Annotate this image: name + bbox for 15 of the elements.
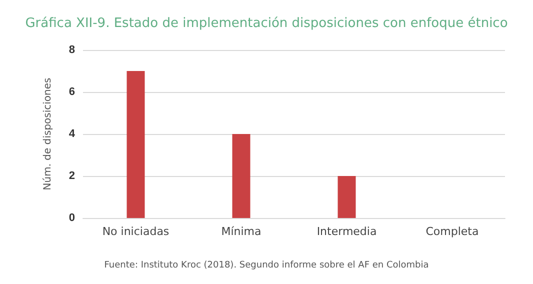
source-note: Fuente: Instituto Kroc (2018). Segundo informe sobre el AF en Colombia — [104, 260, 429, 270]
y-tick-label: 4 — [68, 128, 76, 140]
y-tick-label: 8 — [68, 44, 75, 56]
y-tick-label: 6 — [68, 86, 75, 98]
bar — [232, 134, 250, 218]
bar — [338, 176, 356, 218]
y-axis-title: Núm. de disposiciones — [42, 78, 54, 190]
chart-title: Gráfica XII-9. Estado de implementación disposiciones con enfoque étnico — [25, 16, 508, 31]
bar — [126, 71, 145, 218]
x-tick-label: No iniciadas — [102, 225, 170, 238]
x-tick-label: Mínima — [221, 225, 262, 238]
x-tick-label: Completa — [426, 225, 479, 238]
x-tick-label: Intermedia — [316, 225, 377, 238]
y-tick-label: 0 — [68, 212, 75, 224]
y-tick-label: 2 — [68, 170, 75, 182]
